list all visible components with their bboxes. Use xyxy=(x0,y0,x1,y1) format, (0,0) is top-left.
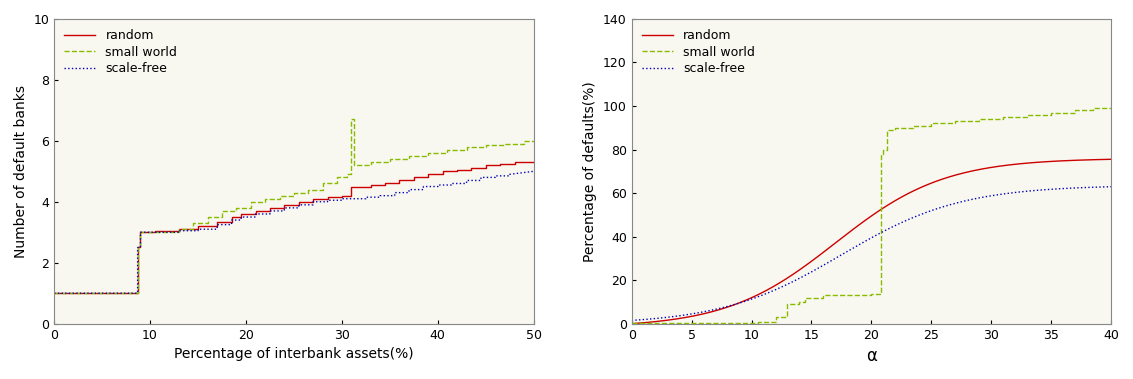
small world xyxy=(751,320,765,325)
small world xyxy=(972,119,986,124)
small world xyxy=(925,121,938,126)
small world xyxy=(875,152,888,156)
X-axis label: α: α xyxy=(866,347,877,365)
small world xyxy=(880,128,894,132)
random xyxy=(819,248,833,253)
scale-free xyxy=(417,184,431,189)
small world xyxy=(925,123,938,128)
small world xyxy=(906,123,920,128)
scale-free xyxy=(999,191,1013,196)
random xyxy=(493,161,506,166)
small world xyxy=(781,302,794,306)
small world xyxy=(1087,106,1100,110)
random xyxy=(1007,162,1021,167)
random xyxy=(999,163,1013,168)
scale-free xyxy=(954,200,968,204)
small world xyxy=(1068,110,1082,115)
small world xyxy=(1021,113,1034,117)
random xyxy=(527,160,540,164)
random xyxy=(48,291,61,296)
small world xyxy=(201,221,214,226)
random xyxy=(378,181,392,186)
small world xyxy=(793,302,807,306)
random xyxy=(625,321,639,326)
small world xyxy=(344,117,358,122)
small world xyxy=(799,295,812,300)
scale-free xyxy=(374,193,387,198)
small world xyxy=(781,315,794,319)
X-axis label: Percentage of interbank assets(%): Percentage of interbank assets(%) xyxy=(174,347,414,361)
Line: small world: small world xyxy=(632,108,1111,323)
small world xyxy=(972,117,986,121)
small world xyxy=(948,121,962,126)
small world xyxy=(997,117,1011,121)
small world xyxy=(877,147,891,152)
Line: scale-free: scale-free xyxy=(632,187,1111,320)
small world xyxy=(172,230,186,235)
random xyxy=(224,215,238,219)
small world xyxy=(768,315,782,319)
small world xyxy=(948,119,962,124)
random xyxy=(508,160,521,164)
Line: scale-free: scale-free xyxy=(54,171,534,293)
small world xyxy=(751,319,765,324)
small world xyxy=(1105,106,1118,110)
Legend: random, small world, scale-free: random, small world, scale-free xyxy=(638,25,758,79)
Legend: random, small world, scale-free: random, small world, scale-free xyxy=(60,25,181,79)
small world xyxy=(817,295,830,300)
small world xyxy=(273,196,287,201)
small world xyxy=(817,293,830,298)
Line: random: random xyxy=(632,159,1111,324)
small world xyxy=(479,143,493,148)
small world xyxy=(1045,110,1058,115)
scale-free xyxy=(836,252,850,256)
scale-free xyxy=(674,313,688,318)
random xyxy=(407,175,420,180)
small world xyxy=(1087,108,1100,113)
small world xyxy=(48,291,61,296)
scale-free xyxy=(527,169,540,174)
small world xyxy=(877,152,891,156)
scale-free xyxy=(359,195,373,199)
small world xyxy=(527,139,540,143)
small world xyxy=(997,114,1011,119)
scale-free xyxy=(625,318,639,323)
scale-free xyxy=(263,209,276,213)
small world xyxy=(888,125,902,130)
random xyxy=(450,168,463,172)
scale-free xyxy=(1007,190,1021,195)
small world xyxy=(906,125,920,130)
small world xyxy=(880,147,894,152)
small world xyxy=(1045,113,1058,117)
random xyxy=(224,219,238,224)
scale-free xyxy=(130,291,144,296)
small world xyxy=(864,292,878,297)
random xyxy=(674,316,688,321)
Line: random: random xyxy=(54,162,534,293)
small world xyxy=(875,292,888,297)
small world xyxy=(1021,114,1034,119)
scale-free xyxy=(1105,185,1118,189)
small world xyxy=(793,300,807,304)
small world xyxy=(768,319,782,324)
scale-free xyxy=(48,291,61,296)
Y-axis label: Percentage of defaults(%): Percentage of defaults(%) xyxy=(583,81,597,262)
small world xyxy=(518,139,531,143)
small world xyxy=(888,128,902,132)
random xyxy=(836,235,850,240)
small world xyxy=(625,320,639,325)
small world xyxy=(799,300,812,304)
small world xyxy=(1068,108,1082,113)
random xyxy=(1105,157,1118,161)
Line: small world: small world xyxy=(54,119,534,293)
Y-axis label: Number of default banks: Number of default banks xyxy=(14,85,28,258)
scale-free xyxy=(819,262,833,266)
small world xyxy=(864,293,878,298)
scale-free xyxy=(347,196,360,201)
small world xyxy=(215,209,229,213)
random xyxy=(954,171,968,176)
